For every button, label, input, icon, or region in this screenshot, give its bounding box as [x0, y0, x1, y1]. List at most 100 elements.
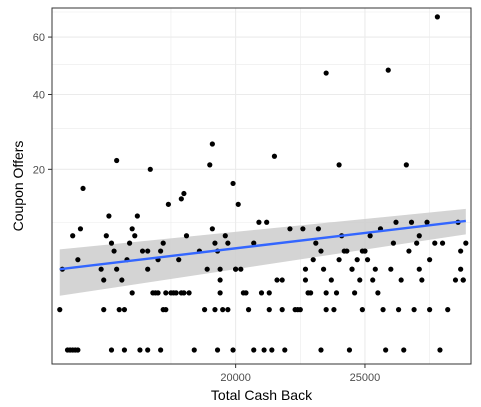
- data-point: [230, 180, 236, 187]
- data-point: [416, 233, 422, 239]
- data-point: [163, 307, 169, 313]
- data-point: [134, 213, 140, 219]
- data-point: [145, 248, 151, 254]
- data-points: [57, 14, 469, 353]
- data-point: [111, 248, 117, 254]
- data-point: [372, 266, 378, 272]
- data-point: [225, 240, 231, 246]
- data-point: [214, 347, 221, 353]
- data-point: [101, 277, 107, 283]
- data-point: [395, 307, 402, 313]
- data-point: [411, 307, 417, 313]
- data-point: [308, 290, 314, 296]
- data-point: [57, 307, 63, 313]
- data-point: [75, 347, 81, 353]
- x-tick-label: 20000: [220, 372, 251, 384]
- x-tick-label: 25000: [350, 372, 381, 384]
- data-point: [145, 266, 151, 272]
- data-point: [385, 67, 391, 73]
- data-point: [380, 307, 386, 313]
- y-tick-label: 20: [33, 164, 45, 176]
- data-point: [266, 290, 272, 296]
- data-point: [137, 347, 143, 353]
- x-axis-label: Total Cash Back: [211, 387, 313, 403]
- data-point: [313, 240, 319, 246]
- data-point: [106, 213, 112, 219]
- data-point: [217, 266, 223, 272]
- data-point: [414, 240, 420, 246]
- data-point: [80, 185, 86, 192]
- data-point: [279, 307, 285, 313]
- data-point: [336, 257, 342, 263]
- data-point: [103, 233, 109, 239]
- data-point: [119, 277, 125, 283]
- data-point: [367, 233, 373, 239]
- data-point: [212, 240, 218, 246]
- data-point: [310, 257, 316, 263]
- data-point: [346, 347, 353, 353]
- y-tick-label: 40: [33, 89, 45, 101]
- data-point: [315, 226, 322, 232]
- data-point: [370, 277, 376, 283]
- data-point: [352, 290, 358, 296]
- grid-minor-lines: [52, 8, 471, 364]
- data-point: [460, 277, 466, 283]
- data-point: [238, 266, 244, 272]
- data-point: [251, 240, 257, 246]
- data-point: [401, 347, 407, 353]
- data-point: [158, 248, 164, 254]
- data-point: [266, 307, 272, 313]
- data-point: [75, 257, 81, 263]
- data-point: [181, 290, 187, 296]
- y-axis-ticks: 20 40 60: [33, 32, 52, 176]
- data-point: [320, 266, 327, 272]
- data-point: [318, 347, 324, 353]
- data-point: [114, 266, 120, 272]
- data-point: [331, 307, 337, 313]
- data-point: [243, 290, 249, 296]
- data-point: [302, 277, 309, 283]
- data-point: [121, 307, 128, 313]
- data-point: [297, 307, 303, 313]
- data-point: [108, 240, 115, 246]
- data-point: [427, 307, 433, 313]
- data-point: [300, 226, 306, 232]
- data-point: [101, 307, 107, 313]
- data-point: [126, 240, 133, 246]
- data-point: [191, 347, 197, 353]
- data-point: [70, 233, 76, 239]
- data-point: [398, 277, 404, 283]
- data-point: [230, 347, 236, 353]
- panel-border: [51, 7, 472, 365]
- data-point: [364, 257, 371, 263]
- data-point: [217, 290, 223, 296]
- data-point: [209, 141, 215, 147]
- data-point: [186, 290, 192, 296]
- data-point: [165, 201, 171, 207]
- data-point: [416, 266, 422, 272]
- data-point: [406, 248, 412, 254]
- data-point: [271, 153, 278, 159]
- data-point: [217, 277, 223, 283]
- data-point: [439, 240, 446, 246]
- data-point: [176, 257, 182, 263]
- data-point: [323, 307, 329, 313]
- data-point: [261, 347, 267, 353]
- data-point: [336, 162, 342, 168]
- data-point: [108, 347, 115, 353]
- data-point: [393, 219, 399, 225]
- grid-major-lines: [52, 8, 471, 364]
- data-point: [432, 240, 438, 246]
- data-point: [279, 277, 285, 283]
- data-point: [408, 219, 415, 225]
- data-point: [427, 257, 433, 263]
- data-point: [403, 162, 409, 168]
- data-point: [183, 233, 190, 239]
- data-point: [359, 307, 365, 313]
- data-point: [256, 219, 262, 225]
- data-point: [323, 70, 329, 76]
- data-point: [201, 307, 208, 313]
- data-point: [132, 233, 138, 239]
- data-point: [121, 347, 128, 353]
